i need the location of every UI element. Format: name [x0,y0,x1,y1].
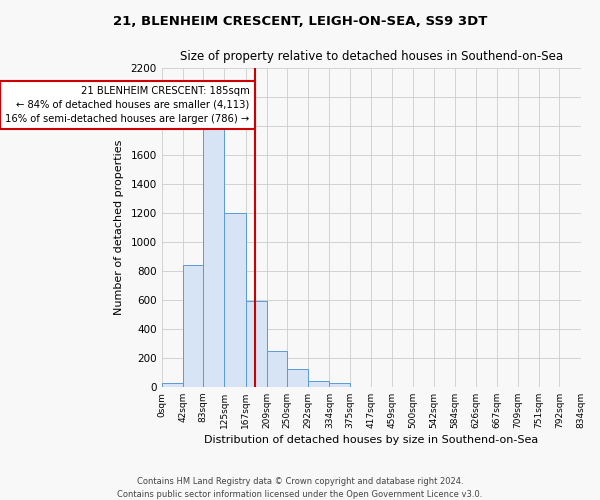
Bar [308,381,329,387]
Bar [329,383,350,387]
Title: Size of property relative to detached houses in Southend-on-Sea: Size of property relative to detached ho… [179,50,563,63]
X-axis label: Distribution of detached houses by size in Southend-on-Sea: Distribution of detached houses by size … [204,435,538,445]
Bar [224,213,245,387]
Text: Contains HM Land Registry data © Crown copyright and database right 2024.
Contai: Contains HM Land Registry data © Crown c… [118,478,482,499]
Text: 21, BLENHEIM CRESCENT, LEIGH-ON-SEA, SS9 3DT: 21, BLENHEIM CRESCENT, LEIGH-ON-SEA, SS9… [113,15,487,28]
Bar [245,302,266,387]
Bar [287,370,308,387]
Bar [183,265,203,387]
Bar [161,383,183,387]
Bar [203,126,224,387]
Y-axis label: Number of detached properties: Number of detached properties [113,140,124,316]
Text: 21 BLENHEIM CRESCENT: 185sqm
← 84% of detached houses are smaller (4,113)
16% of: 21 BLENHEIM CRESCENT: 185sqm ← 84% of de… [5,86,250,124]
Bar [266,350,287,387]
